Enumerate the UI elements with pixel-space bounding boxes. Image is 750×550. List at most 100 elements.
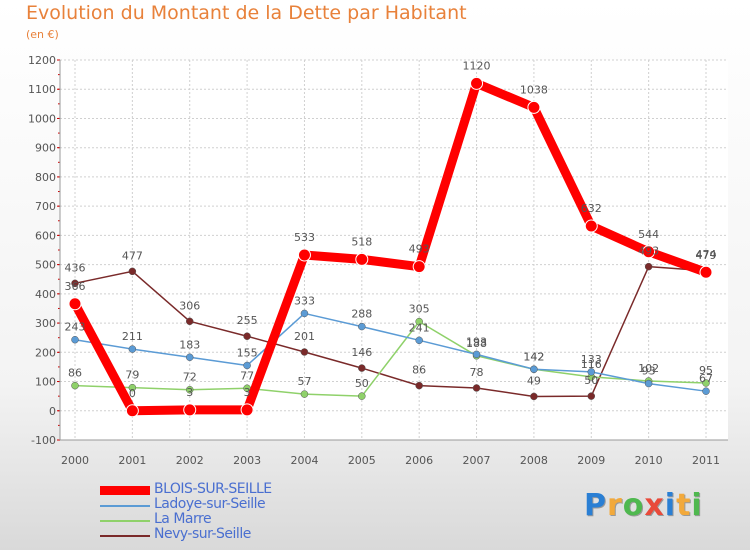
data-label: 436 (65, 261, 86, 274)
y-tick-label: 900 (35, 142, 56, 155)
plot-area (60, 60, 728, 440)
series-point (644, 379, 653, 388)
data-label: 1038 (520, 83, 548, 96)
series-point (358, 392, 366, 400)
series-point (702, 387, 710, 395)
x-tick-label: 2003 (233, 454, 261, 467)
data-label: 77 (240, 369, 254, 382)
data-label: 3 (244, 386, 251, 399)
data-label: 67 (699, 372, 713, 385)
y-tick-label: 400 (35, 288, 56, 301)
series-point (300, 348, 309, 356)
y-tick-label: 500 (35, 259, 56, 272)
y-tick-label: 100 (35, 376, 56, 389)
series-point (185, 385, 194, 394)
logo-letter: o (622, 488, 645, 523)
series-point (243, 332, 251, 340)
series-point (185, 317, 194, 326)
series-point (412, 260, 426, 274)
series-point (243, 361, 251, 370)
series-point (587, 368, 596, 376)
series-point (68, 297, 82, 311)
data-label: 493 (409, 243, 430, 256)
series-point (297, 248, 311, 262)
series-line-2 (74, 320, 707, 397)
data-label: 0 (129, 387, 136, 400)
series-point (128, 383, 137, 392)
data-label: 333 (294, 294, 315, 307)
data-label: 86 (412, 364, 426, 377)
series-line-1 (74, 312, 707, 392)
y-tick-label: 800 (35, 171, 56, 184)
data-label: 474 (696, 248, 717, 261)
series-point (355, 252, 369, 266)
x-tick-label: 2010 (635, 454, 663, 467)
series-point (584, 219, 598, 233)
series-point (300, 390, 309, 398)
series-point (358, 364, 366, 372)
x-tick-label: 2008 (520, 454, 548, 467)
series-point (642, 245, 656, 259)
series-line-0 (71, 78, 708, 416)
legend-swatch (100, 486, 150, 495)
data-label: 241 (409, 321, 430, 334)
data-label: 155 (237, 346, 258, 359)
data-label: 518 (351, 235, 372, 248)
series-point (415, 381, 423, 390)
data-label: 93 (642, 365, 656, 378)
series-point (587, 392, 596, 400)
data-label: 79 (125, 369, 139, 382)
y-tick-label: 1200 (28, 54, 56, 67)
data-label: 632 (581, 202, 602, 215)
data-label: 243 (65, 321, 86, 334)
data-label: 72 (183, 371, 197, 384)
series-point (527, 100, 541, 114)
series-point (125, 404, 139, 418)
data-label: 188 (466, 337, 487, 350)
series-point (128, 345, 137, 353)
data-label: 50 (355, 377, 369, 390)
x-tick-label: 2000 (61, 454, 89, 467)
data-label: 183 (179, 338, 200, 351)
data-label: 49 (527, 374, 541, 387)
data-label: 193 (466, 335, 487, 348)
data-label: 479 (696, 249, 717, 262)
series-point (71, 381, 79, 390)
x-tick-label: 2011 (692, 454, 720, 467)
x-tick-label: 2004 (290, 454, 318, 467)
data-label: 544 (638, 228, 659, 241)
line-chart: -100010020030040050060070080090010001100… (28, 54, 728, 467)
logo-letter: i (664, 488, 677, 523)
series-point (300, 309, 309, 318)
proxiti-logo: Proxiti (584, 488, 703, 523)
data-label: 146 (351, 346, 372, 359)
data-label: 255 (237, 314, 258, 327)
chart-title: Evolution du Montant de la Dette par Hab… (26, 2, 467, 24)
legend-swatch (100, 535, 150, 537)
data-label: 201 (294, 330, 315, 343)
legend-swatch (100, 505, 150, 507)
logo-letter: x (644, 488, 665, 523)
series-point (702, 379, 710, 387)
y-tick-label: 1100 (28, 83, 56, 96)
data-label: 493 (638, 245, 659, 258)
series-point (183, 403, 197, 417)
series-point (530, 392, 538, 401)
series-point (472, 350, 481, 359)
y-tick-label: 700 (35, 200, 56, 213)
legend-swatch (100, 520, 150, 522)
data-label: 3 (186, 386, 193, 399)
y-tick-label: 600 (35, 229, 56, 242)
data-label: 533 (294, 231, 315, 244)
series-point (415, 317, 423, 326)
data-label: 142 (523, 350, 544, 363)
data-label: 477 (122, 249, 143, 262)
legend-label: BLOIS-SUR-SEILLE (154, 481, 272, 497)
legend-label: La Marre (154, 511, 212, 527)
data-label: 78 (470, 366, 484, 379)
series-point (358, 322, 366, 331)
x-tick-label: 2001 (118, 454, 146, 467)
series-point (240, 403, 254, 417)
data-label: 116 (581, 358, 602, 371)
x-tick-label: 2009 (577, 454, 605, 467)
